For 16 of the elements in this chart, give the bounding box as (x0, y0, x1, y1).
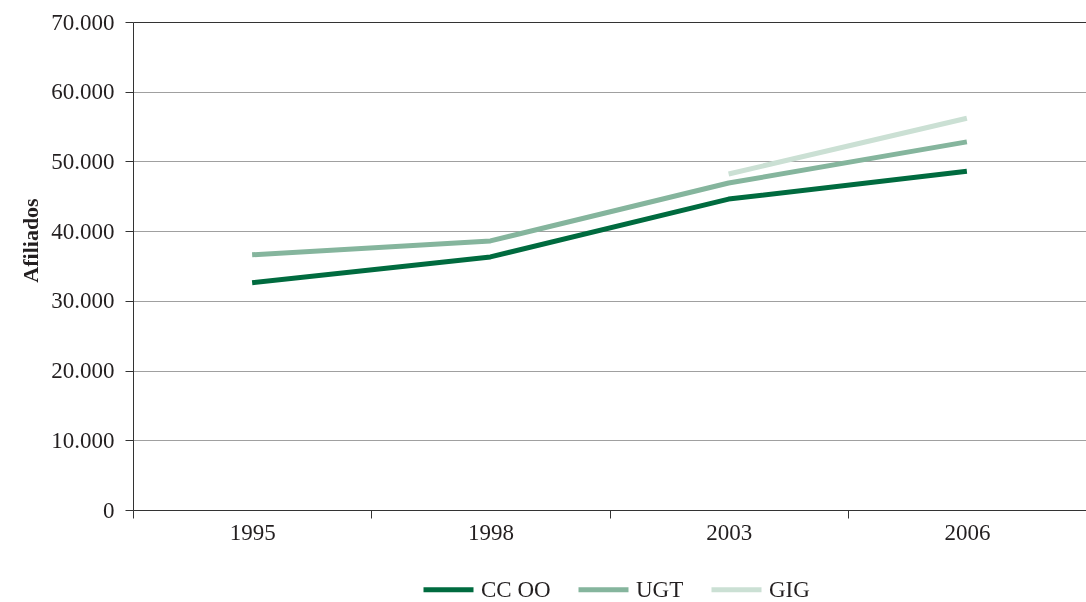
x-tick-label: 1998 (467, 519, 514, 545)
y-tick-label: 20.000 (51, 358, 115, 384)
y-tick-label: 10.000 (51, 427, 115, 453)
x-tick-label: 1995 (229, 519, 276, 545)
legend-label: CC OO (481, 576, 551, 602)
y-tick-label: 0 (103, 497, 115, 523)
y-tick-label: 40.000 (51, 218, 115, 244)
legend-label: GIG (769, 576, 810, 602)
y-axis-title: Afiliados (17, 197, 43, 283)
x-tick-label: 2003 (706, 519, 753, 545)
y-tick-label: 60.000 (51, 79, 115, 105)
y-tick-label: 50.000 (51, 148, 115, 174)
x-tick-label: 2006 (944, 519, 991, 545)
y-tick-label: 30.000 (51, 288, 115, 314)
y-tick-label: 70.000 (51, 9, 115, 35)
legend-label: UGT (636, 576, 684, 602)
